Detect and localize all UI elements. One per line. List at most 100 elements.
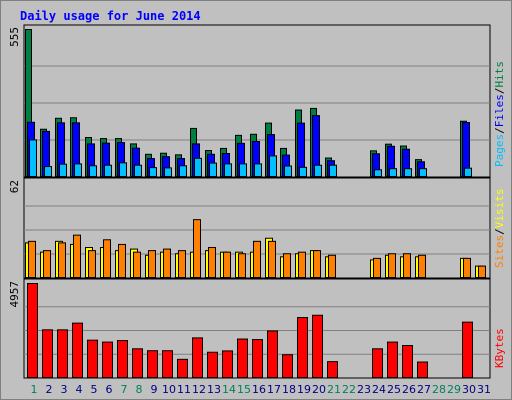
bar-kbytes-day-2 — [42, 329, 53, 378]
bar-kbytes-day-30 — [462, 321, 473, 378]
bar-sites-day-5 — [88, 250, 96, 278]
bar-pages-day-27 — [419, 168, 427, 177]
bar-kbytes-day-8 — [132, 348, 143, 378]
bar-pages-day-4 — [74, 163, 82, 177]
bar-sites-day-4 — [73, 234, 81, 278]
bar-sites-day-19 — [298, 251, 306, 278]
bar-sites-day-25 — [388, 253, 396, 278]
legend-separator: / — [493, 88, 506, 95]
bar-sites-day-7 — [118, 243, 126, 279]
bar-pages-day-21 — [329, 164, 337, 178]
legend-separator: / — [493, 228, 506, 235]
bar-sites-day-20 — [313, 250, 321, 278]
chart-title: Daily usage for June 2014 — [20, 9, 201, 23]
bar-sites-day-10 — [163, 248, 171, 278]
bar-sites-day-9 — [148, 250, 156, 278]
bar-pages-day-24 — [374, 169, 382, 177]
bar-pages-day-15 — [239, 163, 247, 177]
bar-kbytes-day-14 — [222, 350, 233, 378]
day-label-4: 4 — [76, 383, 83, 396]
day-label-3: 3 — [61, 383, 68, 396]
bar-pages-day-7 — [119, 162, 127, 177]
legend-item-hits: Hits — [493, 61, 506, 88]
bar-pages-day-13 — [209, 162, 217, 178]
bar-sites-day-15 — [238, 253, 246, 278]
legend-item-visits: Visits — [493, 189, 506, 229]
bar-kbytes-day-5 — [87, 339, 98, 379]
day-label-14: 14 — [222, 383, 236, 396]
y-max-label: 4957 — [8, 281, 21, 308]
bar-kbytes-day-13 — [207, 351, 218, 379]
day-label-27: 27 — [417, 383, 431, 396]
bar-pages-day-5 — [89, 165, 97, 177]
bar-sites-day-2 — [43, 250, 51, 278]
bar-kbytes-day-3 — [57, 329, 68, 378]
bar-sites-day-27 — [418, 254, 426, 279]
bar-pages-day-11 — [179, 165, 187, 177]
day-label-12: 12 — [192, 383, 206, 396]
bar-pages-day-2 — [44, 166, 52, 177]
bar-sites-day-1 — [28, 240, 36, 279]
day-label-21: 21 — [327, 383, 341, 396]
day-label-16: 16 — [252, 383, 266, 396]
labels: 555Pages/Files/Hits62Sites/Visits4957KBy… — [8, 27, 506, 396]
bar-kbytes-day-15 — [237, 338, 248, 378]
day-label-28: 28 — [432, 383, 446, 396]
bar-kbytes-day-12 — [192, 337, 203, 378]
y-max-label: 62 — [8, 180, 21, 193]
bars — [25, 29, 486, 379]
bar-kbytes-day-17 — [267, 330, 278, 378]
bar-pages-day-1 — [29, 139, 37, 177]
bar-pages-day-6 — [104, 164, 112, 178]
legend-item-kbytes: KBytes — [493, 328, 506, 368]
bar-kbytes-day-21 — [327, 361, 338, 378]
day-label-31: 31 — [477, 383, 491, 396]
bar-sites-day-17 — [268, 240, 276, 279]
legend-hits-files-pages: Pages/Files/Hits — [493, 61, 506, 167]
day-label-5: 5 — [91, 383, 98, 396]
bar-kbytes-day-25 — [387, 341, 398, 379]
day-label-17: 17 — [267, 383, 281, 396]
day-label-8: 8 — [136, 383, 143, 396]
bar-sites-day-30 — [463, 257, 471, 279]
day-label-22: 22 — [342, 383, 356, 396]
day-label-24: 24 — [372, 383, 386, 396]
bar-pages-day-18 — [284, 165, 292, 178]
bar-sites-day-8 — [133, 251, 141, 278]
bar-kbytes-day-10 — [162, 350, 173, 379]
day-label-29: 29 — [447, 383, 461, 396]
bar-kbytes-day-9 — [147, 350, 158, 379]
legend-item-files: Files — [493, 94, 506, 127]
day-label-23: 23 — [357, 383, 371, 396]
bar-pages-day-26 — [404, 168, 412, 177]
legend-separator: / — [493, 127, 506, 134]
bar-sites-day-3 — [58, 242, 66, 279]
bar-pages-day-9 — [149, 167, 157, 177]
bar-kbytes-day-26 — [402, 345, 413, 378]
day-label-1: 1 — [31, 383, 38, 396]
bar-sites-day-11 — [178, 250, 186, 278]
bar-pages-day-17 — [269, 155, 277, 177]
day-label-26: 26 — [402, 383, 416, 396]
legend-item-pages: Pages — [493, 134, 506, 167]
day-label-25: 25 — [387, 383, 401, 396]
day-label-18: 18 — [282, 383, 296, 396]
bar-sites-day-24 — [373, 257, 381, 279]
day-label-13: 13 — [207, 383, 221, 396]
bar-sites-day-16 — [253, 240, 261, 279]
bar-kbytes-day-18 — [282, 354, 293, 378]
day-label-10: 10 — [162, 383, 176, 396]
bar-kbytes-day-1 — [27, 283, 38, 378]
day-label-9: 9 — [151, 383, 158, 396]
bar-pages-day-19 — [299, 166, 307, 178]
day-label-11: 11 — [177, 383, 191, 396]
bar-kbytes-day-16 — [252, 339, 263, 379]
bar-kbytes-day-27 — [417, 361, 428, 378]
bar-kbytes-day-7 — [117, 340, 128, 378]
bar-sites-day-12 — [193, 219, 201, 278]
bar-pages-day-30 — [464, 167, 472, 178]
bar-kbytes-day-6 — [102, 341, 113, 379]
bar-sites-day-31 — [478, 265, 486, 279]
bar-sites-day-6 — [103, 239, 111, 279]
